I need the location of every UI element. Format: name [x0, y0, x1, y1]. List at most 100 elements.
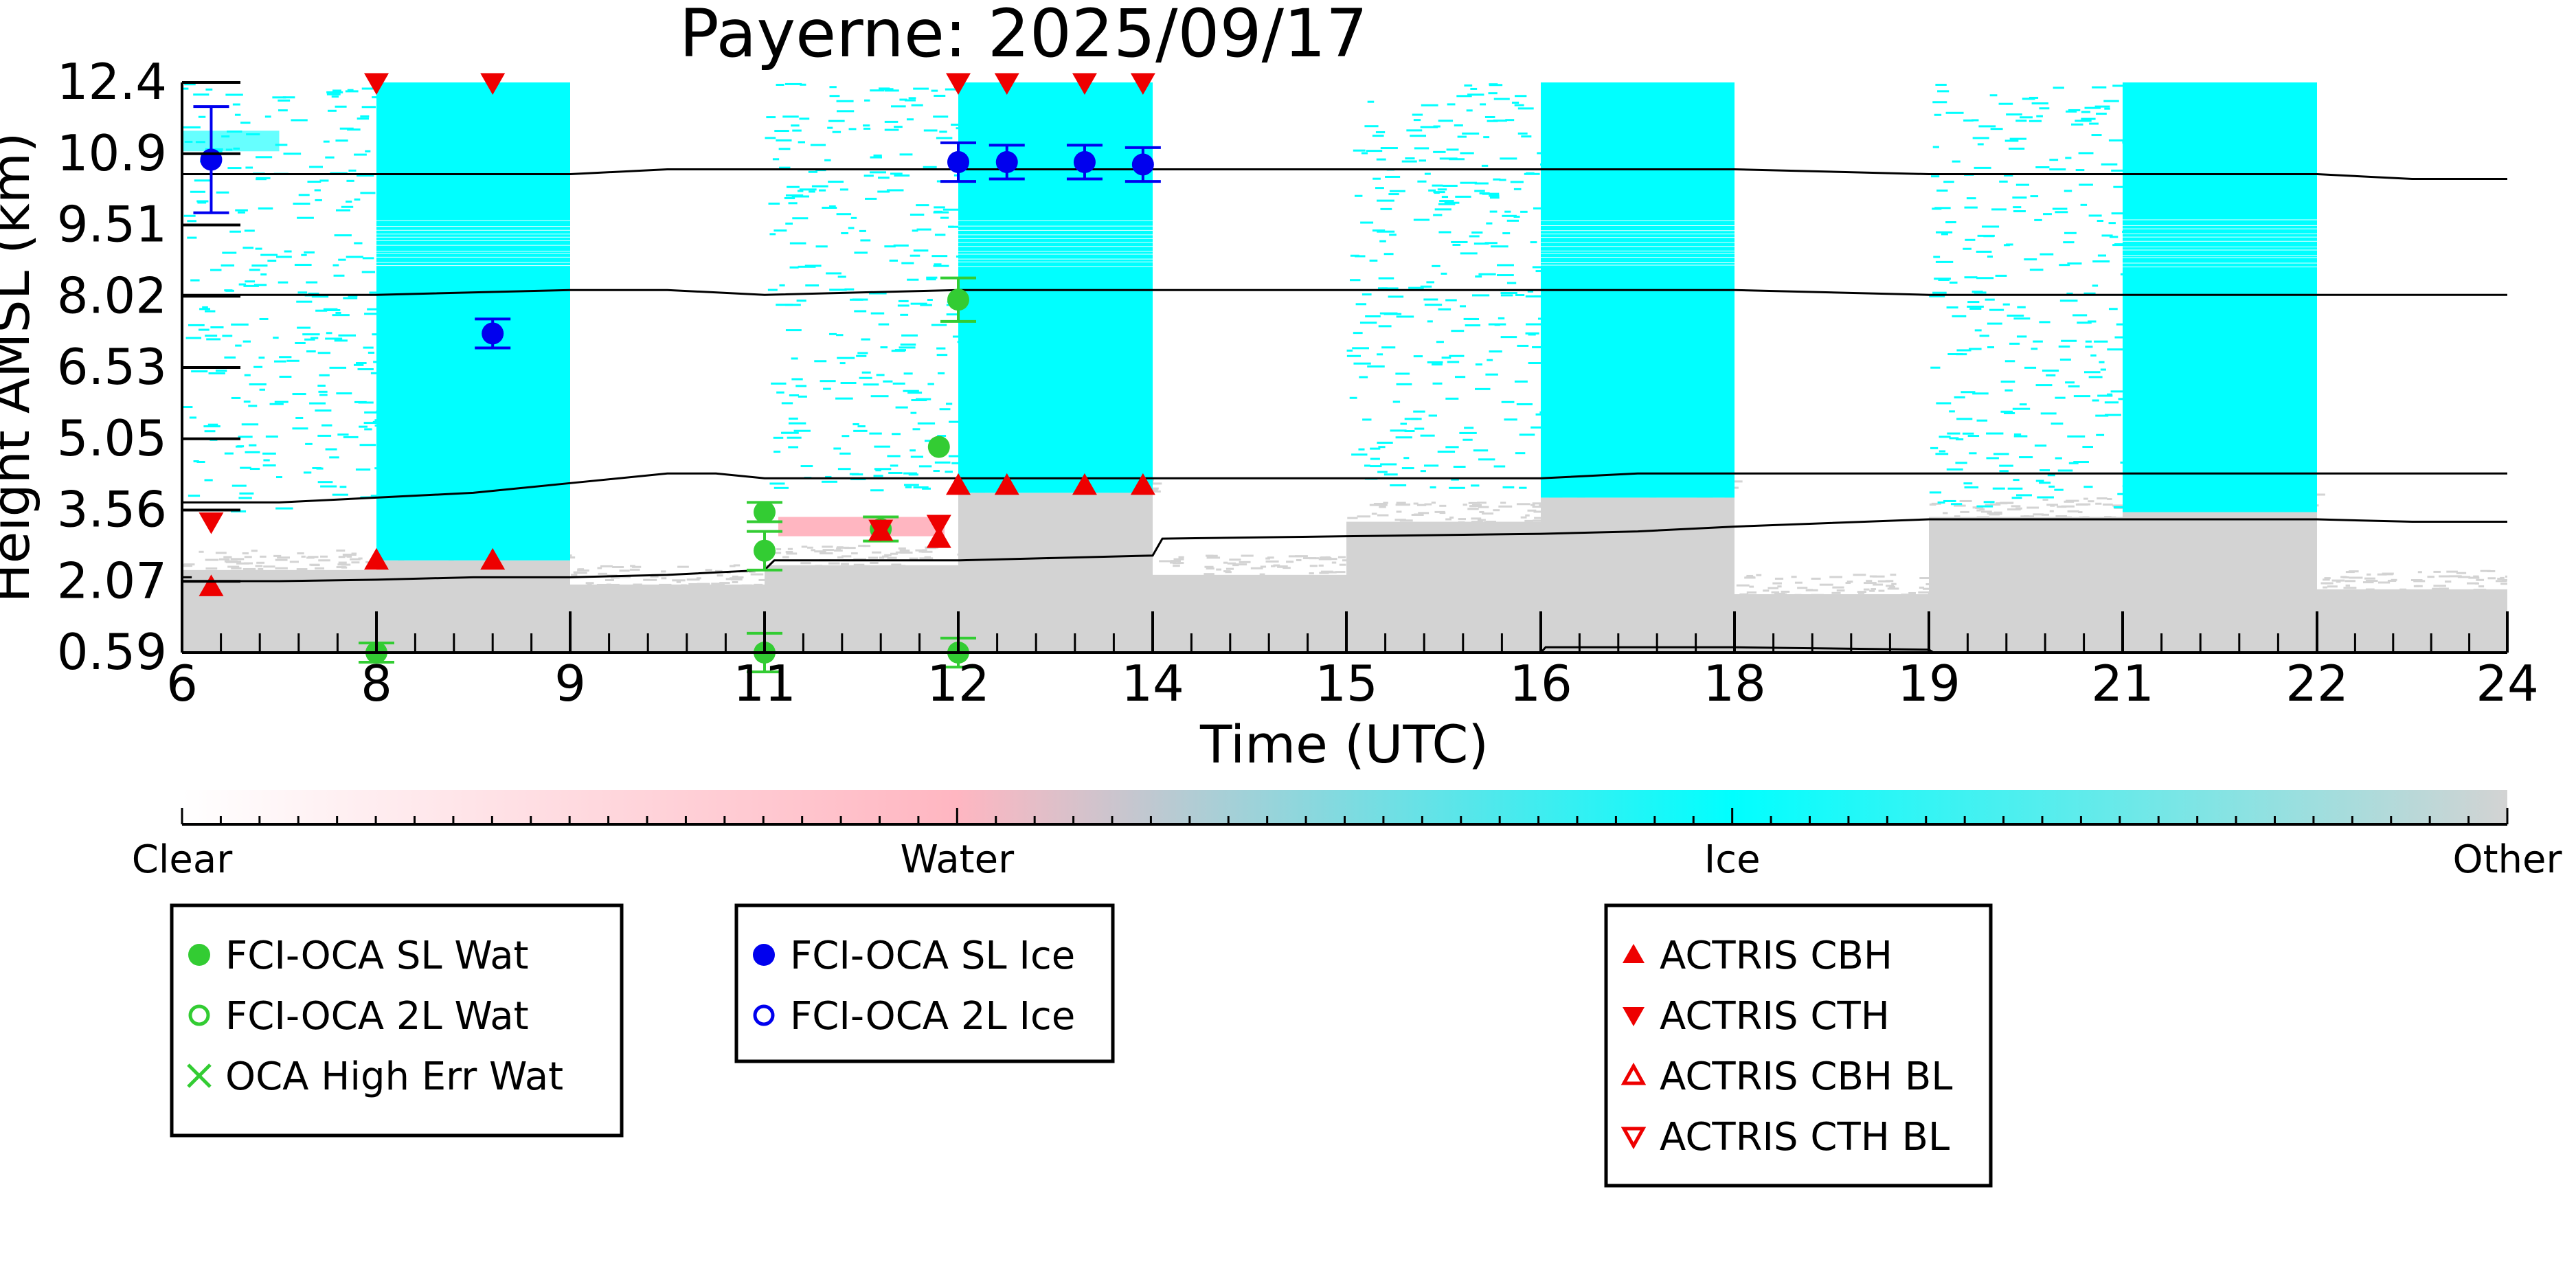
other-speckle [346, 555, 352, 558]
ice-speckle [2079, 183, 2093, 186]
other-speckle [1243, 561, 1251, 563]
ice-speckle [183, 406, 193, 409]
ice-speckle [1511, 101, 1519, 104]
other-speckle [2362, 581, 2374, 584]
ice-speckle [1366, 150, 1383, 152]
other-speckle [1325, 556, 1331, 558]
ice-speckle [317, 352, 331, 354]
ice-speckle [336, 392, 352, 395]
ice-speckle [325, 337, 343, 340]
other-speckle [1337, 556, 1346, 558]
ice-speckle [933, 115, 949, 118]
ice-speckle [776, 391, 784, 394]
ice-speckle [782, 431, 793, 434]
ice-speckle [791, 357, 798, 360]
other-speckle [899, 549, 910, 552]
ice-speckle [841, 435, 850, 438]
other-speckle [2476, 578, 2485, 581]
ice-speckle [341, 205, 354, 208]
ice-speckle [1520, 210, 1528, 213]
other-speckle [1204, 573, 1214, 576]
ice-speckle [256, 156, 273, 159]
other-speckle [2075, 504, 2088, 506]
other-speckle [1309, 565, 1318, 567]
other-speckle [1696, 497, 1706, 500]
x-tick-label: 15 [1315, 655, 1378, 712]
y-tick-label: 0.59 [57, 623, 167, 681]
ice-speckle [292, 427, 308, 430]
other-speckle [1250, 567, 1263, 569]
ice-speckle [859, 229, 866, 232]
ice-speckle [931, 89, 938, 92]
ice-speckle [260, 253, 278, 256]
ice-speckle [839, 362, 846, 365]
actris-cbh-point [199, 574, 224, 596]
ice-speckle [2061, 339, 2077, 342]
other-speckle [1756, 574, 1762, 576]
other-speckle [1148, 482, 1162, 485]
ice-speckle [776, 304, 793, 306]
other-speckle [1746, 574, 1754, 577]
other-speckle [1745, 576, 1755, 578]
ice-speckle [2004, 389, 2013, 392]
ice-speckle [2019, 456, 2033, 459]
ice-speckle [1989, 308, 2004, 311]
other-speckle [2448, 575, 2462, 578]
ice-speckle [1525, 323, 1544, 326]
ice-speckle [314, 189, 321, 192]
other-speckle [1470, 505, 1480, 508]
other-speckle [275, 567, 288, 569]
other-speckle [918, 550, 927, 553]
ice-speckle [769, 233, 776, 236]
ice-speckle [1487, 359, 1493, 361]
ice-speckle [1432, 264, 1440, 267]
fci-oca-2l-wat-legend-marker [188, 1004, 210, 1026]
other-speckle [1318, 564, 1324, 567]
ice-speckle [2039, 107, 2050, 110]
other-speckle [596, 583, 609, 586]
other-speckle [1206, 567, 1214, 570]
ice-speckle [1419, 159, 1427, 162]
ice-speckle [1488, 92, 1498, 95]
other-speckle [1458, 518, 1466, 521]
other-speckle [1975, 506, 1984, 509]
ice-speckle [1963, 119, 1974, 122]
other-speckle [1794, 581, 1803, 584]
ice-speckle [1352, 347, 1369, 350]
other-speckle [688, 583, 702, 585]
y-tick-label: 5.05 [57, 409, 167, 467]
x-tick-label: 12 [927, 655, 990, 712]
ice-speckle [875, 469, 881, 472]
other-phase-region [1929, 517, 2123, 653]
other-speckle [1836, 589, 1845, 592]
ice-speckle [326, 93, 341, 95]
ice-speckle [2116, 323, 2123, 326]
ice-speckle [923, 166, 937, 168]
other-speckle [1918, 591, 1930, 594]
ice-speckle [1437, 188, 1447, 191]
actris-cbh-point [1072, 473, 1097, 495]
ice-speckle [828, 120, 845, 122]
other-speckle [223, 556, 232, 558]
x-tick-label: 18 [1703, 655, 1766, 712]
ice-speckle [315, 309, 328, 312]
ice-speckle [347, 128, 361, 131]
ice-speckle [893, 244, 909, 247]
ice-speckle [2083, 292, 2096, 295]
y-tick-label: 3.56 [57, 481, 167, 539]
ice-speckle [903, 484, 919, 486]
ice-speckle [1465, 324, 1481, 327]
other-speckle [1829, 576, 1842, 578]
ice-speckle [927, 299, 933, 302]
ice-speckle [1967, 435, 1980, 438]
ice-speckle [836, 213, 852, 216]
ice-speckle [2055, 211, 2068, 214]
other-speckle [1462, 504, 1467, 506]
ice-speckle [1439, 157, 1458, 160]
ice-speckle [278, 99, 291, 102]
other-speckle [758, 578, 767, 581]
ice-speckle [249, 468, 260, 471]
ice-speckle [916, 398, 931, 400]
ice-speckle [2101, 234, 2113, 237]
fci-oca-sl-wat-point [947, 289, 969, 311]
